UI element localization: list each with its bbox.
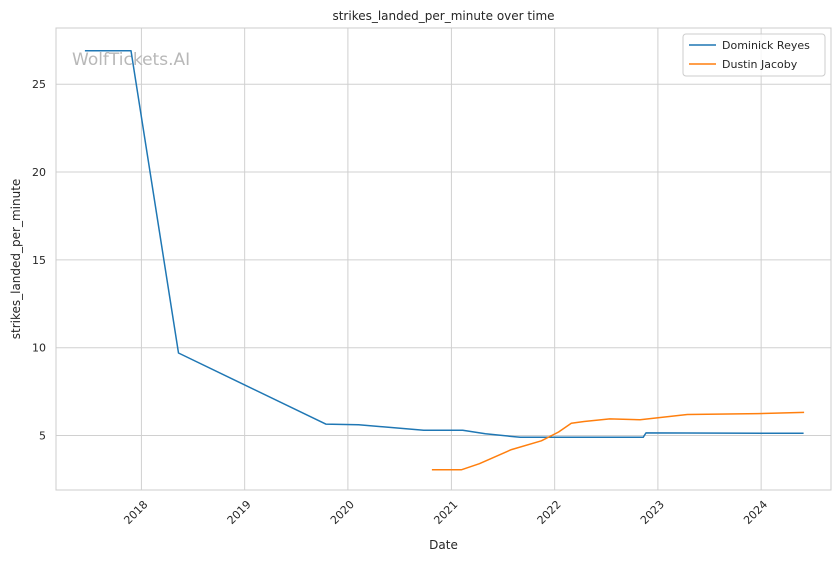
y-tick-label: 5 bbox=[39, 430, 46, 443]
y-tick-label: 25 bbox=[32, 78, 46, 91]
y-tick-label: 20 bbox=[32, 166, 46, 179]
y-tick-label: 10 bbox=[32, 342, 46, 355]
series-line-dominick-reyes bbox=[84, 50, 804, 439]
chart-title: strikes_landed_per_minute over time bbox=[332, 9, 554, 23]
x-axis-label: Date bbox=[429, 538, 458, 552]
series-lines bbox=[84, 50, 805, 471]
legend-label-dustin-jacoby: Dustin Jacoby bbox=[722, 58, 798, 71]
legend-box bbox=[682, 33, 826, 77]
y-tick-label: 15 bbox=[32, 254, 46, 267]
series-line-dustin-jacoby bbox=[431, 411, 805, 471]
watermark-text: WolfTickets.AI bbox=[72, 50, 190, 70]
y-axis-label: strikes_landed_per_minute bbox=[9, 179, 23, 340]
grid-lines bbox=[56, 28, 831, 490]
y-tick-labels: 5 10 15 20 25 bbox=[32, 78, 46, 442]
legend: Dominick Reyes Dustin Jacoby bbox=[682, 33, 826, 77]
plot-frame bbox=[55, 27, 832, 491]
legend-label-dominick-reyes: Dominick Reyes bbox=[722, 39, 810, 52]
